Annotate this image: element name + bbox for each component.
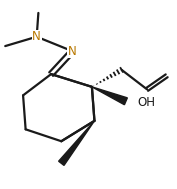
Polygon shape xyxy=(92,87,127,105)
Text: N: N xyxy=(68,45,77,58)
Text: OH: OH xyxy=(137,96,155,109)
Text: N: N xyxy=(32,30,41,43)
Polygon shape xyxy=(59,121,95,165)
